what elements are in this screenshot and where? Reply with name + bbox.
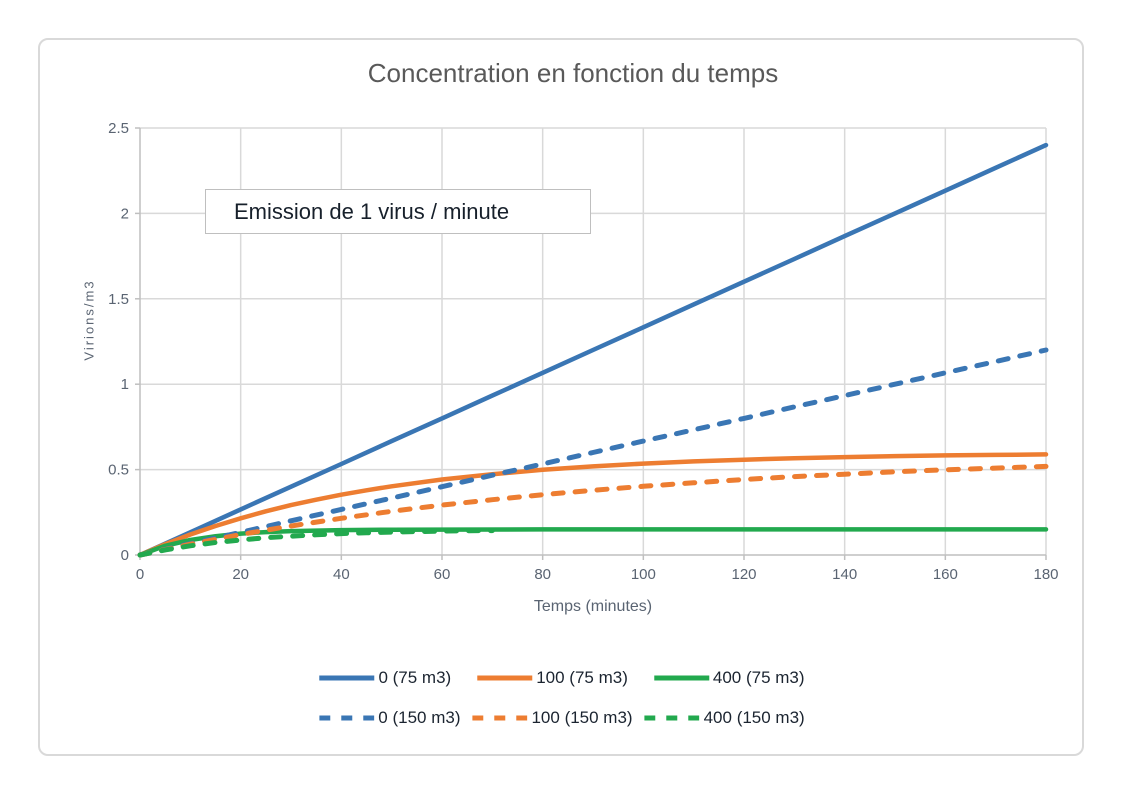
svg-text:40: 40 bbox=[333, 566, 350, 583]
legend-item-400-150m3: 400 (150 m3) bbox=[644, 708, 805, 728]
x-tick-labels: 0 20 40 60 80 100 120 140 160 180 bbox=[136, 566, 1059, 583]
legend-item-100-150m3: 100 (150 m3) bbox=[472, 708, 633, 728]
annotation-text: Emission de 1 virus / minute bbox=[234, 198, 510, 224]
legend-row-dashed: 0 (150 m3) 100 (150 m3) 400 (150 m3) bbox=[319, 708, 805, 728]
legend-item-0-150m3: 0 (150 m3) bbox=[319, 708, 460, 728]
series-line-0-150-m3- bbox=[137, 347, 1049, 558]
legend-label: 100 (75 m3) bbox=[536, 668, 628, 687]
svg-text:0: 0 bbox=[121, 547, 129, 564]
legend-swatch-blue-solid bbox=[319, 675, 375, 681]
axis-lines bbox=[135, 127, 1047, 560]
svg-text:2: 2 bbox=[121, 205, 129, 222]
legend-label: 0 (150 m3) bbox=[378, 708, 461, 727]
x-axis-title: Temps (minutes) bbox=[533, 598, 653, 615]
svg-text:100: 100 bbox=[631, 566, 656, 583]
svg-text:1.5: 1.5 bbox=[108, 291, 129, 308]
legend-label: 100 (150 m3) bbox=[531, 708, 633, 727]
series-line-100-75-m3- bbox=[137, 452, 1049, 558]
legend: 0 (75 m3) 100 (75 m3) 400 (75 m3) 0 (150… bbox=[319, 668, 805, 728]
series-line-0-75-m3- bbox=[137, 142, 1049, 558]
svg-text:60: 60 bbox=[434, 566, 451, 583]
svg-text:180: 180 bbox=[1033, 566, 1058, 583]
svg-text:160: 160 bbox=[933, 566, 958, 583]
legend-label: 0 (75 m3) bbox=[378, 668, 452, 687]
chart-frame[interactable] bbox=[38, 38, 1084, 756]
legend-swatch-blue-dashed bbox=[319, 715, 375, 721]
svg-text:120: 120 bbox=[731, 566, 756, 583]
series-line-400-75-m3- bbox=[137, 527, 1049, 558]
legend-swatch-orange-dashed bbox=[472, 715, 528, 721]
y-tick-labels: 0 0.5 1 1.5 2 2.5 bbox=[108, 120, 129, 564]
legend-item-400-75m3: 400 (75 m3) bbox=[653, 668, 805, 688]
chart-title: Concentration en fonction du temps bbox=[367, 58, 779, 88]
legend-item-100-75m3: 100 (75 m3) bbox=[477, 668, 628, 688]
svg-text:0: 0 bbox=[136, 566, 144, 583]
annotation-box: Emission de 1 virus / minute bbox=[205, 189, 591, 234]
svg-text:1: 1 bbox=[121, 376, 129, 393]
legend-swatch-orange-solid bbox=[477, 675, 533, 681]
series-line-400-150-m3- bbox=[137, 528, 495, 558]
svg-text:0.5: 0.5 bbox=[108, 462, 129, 479]
svg-text:80: 80 bbox=[534, 566, 551, 583]
svg-text:2.5: 2.5 bbox=[108, 120, 129, 137]
legend-label: 400 (150 m3) bbox=[703, 708, 805, 727]
svg-text:140: 140 bbox=[832, 566, 857, 583]
series-line-100-150-m3- bbox=[137, 463, 1049, 558]
y-axis-title: Virions/m3 bbox=[81, 279, 97, 361]
svg-text:20: 20 bbox=[232, 566, 249, 583]
legend-row-solid: 0 (75 m3) 100 (75 m3) 400 (75 m3) bbox=[319, 668, 805, 688]
legend-item-0-75m3: 0 (75 m3) bbox=[319, 668, 451, 688]
legend-swatch-green-solid bbox=[653, 675, 709, 681]
legend-swatch-green-dashed bbox=[644, 715, 700, 721]
legend-label: 400 (75 m3) bbox=[712, 668, 805, 687]
